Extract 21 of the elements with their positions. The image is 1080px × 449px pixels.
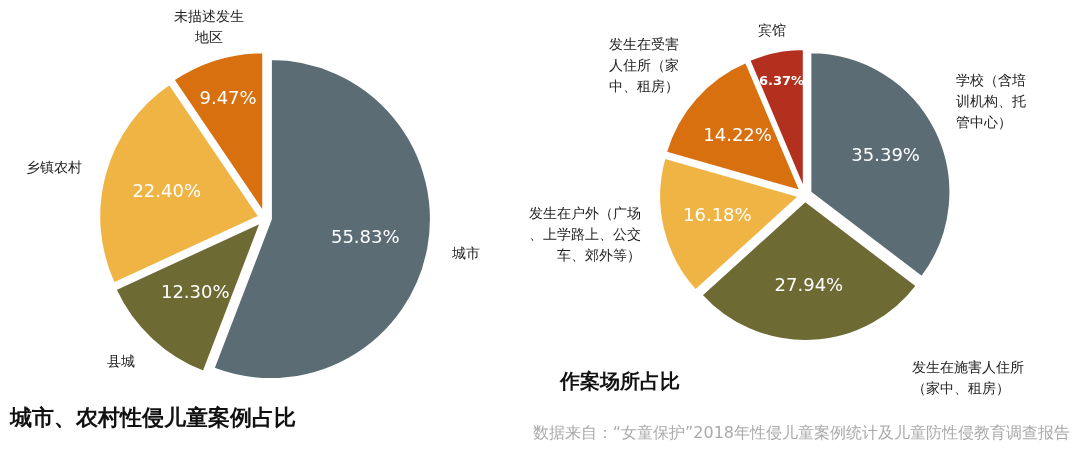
data-label: 12.30% <box>160 281 230 303</box>
slice-label: 宾馆 <box>757 22 786 39</box>
text: 城市、农村性侵儿童案例占比 <box>9 405 296 430</box>
slice-label: 发生在受害人住所（家中、租房） <box>609 35 680 94</box>
slice-label: 发生在户外（广场、上学路上、公交车、郊外等） <box>529 205 642 264</box>
data-label: 27.94% <box>774 273 844 295</box>
slice-label: 乡镇农村 <box>25 158 82 175</box>
data-label: 22.40% <box>132 179 202 201</box>
slice-label: 发生在施害人住所（家中、租房） <box>912 358 1025 396</box>
data-label: 14.22% <box>703 124 772 146</box>
text: 作案场所占比 <box>559 369 680 393</box>
data-label: 16.18% <box>683 204 752 226</box>
data-label: 9.47% <box>199 86 257 108</box>
data-label: 35.39% <box>851 144 920 166</box>
slice-label: 城市 <box>450 244 480 261</box>
slice-label: 县城 <box>107 352 136 369</box>
data-label: 55.83% <box>330 225 400 247</box>
slice-label: 未描述发生地区 <box>174 8 245 46</box>
text: 数据来自：“女童保护”2018年性侵儿童案例统计及儿童防性侵教育调查报告 <box>532 423 1070 442</box>
data-label: 6.37% <box>759 73 805 89</box>
slice-label: 学校（含培训机构、托管中心） <box>955 72 1026 131</box>
